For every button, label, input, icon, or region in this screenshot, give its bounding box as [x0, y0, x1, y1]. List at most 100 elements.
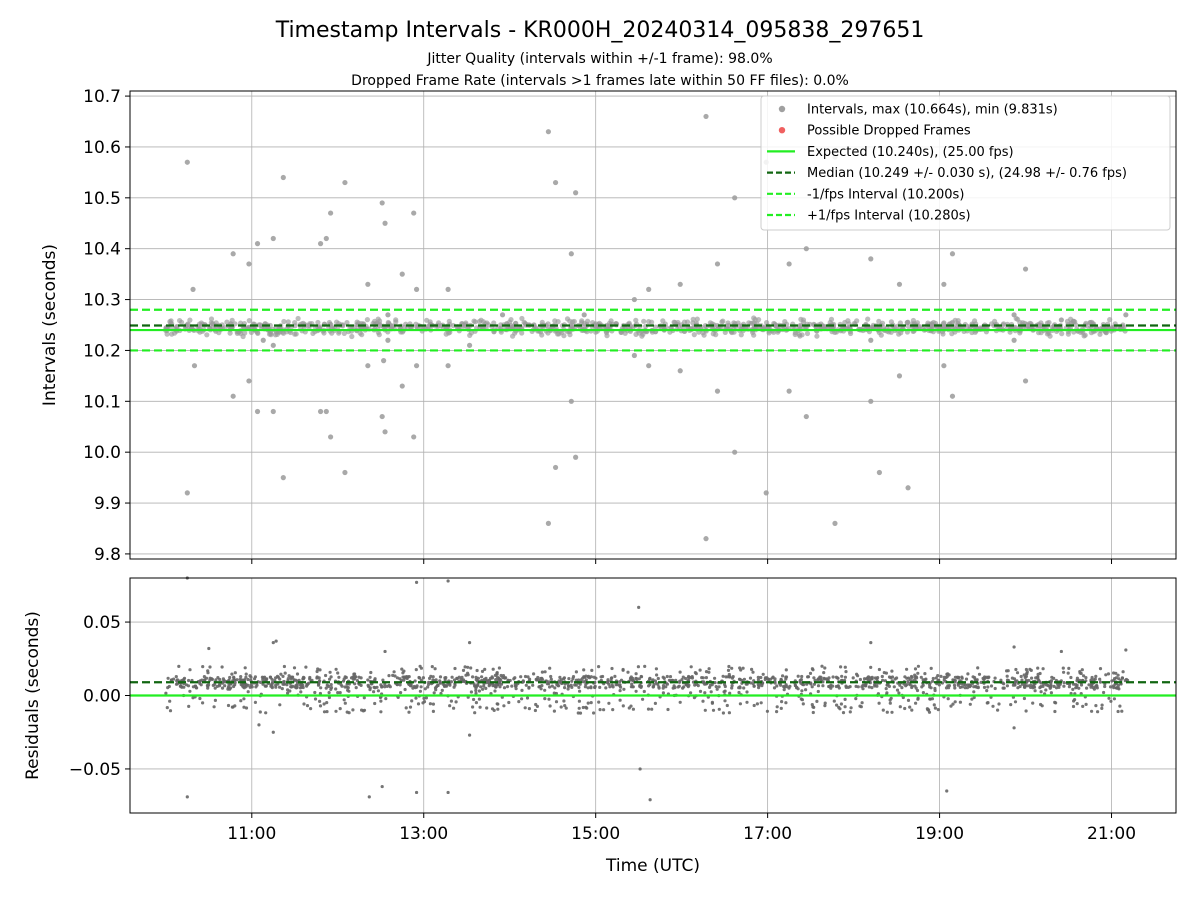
interval-point	[969, 684, 973, 688]
interval-point	[195, 686, 199, 690]
interval-point	[258, 710, 262, 714]
interval-point	[1041, 667, 1045, 671]
interval-point	[865, 316, 871, 322]
interval-point	[678, 700, 682, 704]
interval-point	[570, 319, 576, 325]
outlier-point	[803, 246, 809, 252]
interval-point	[326, 319, 332, 326]
interval-point	[373, 678, 377, 682]
interval-point	[548, 666, 552, 670]
interval-point	[610, 666, 614, 671]
interval-point	[796, 674, 800, 678]
interval-point	[1054, 686, 1059, 690]
interval-point	[324, 673, 328, 678]
interval-point	[278, 703, 282, 707]
interval-point	[449, 699, 453, 703]
interval-point	[1053, 700, 1057, 705]
x-tick-label: 17:00	[743, 824, 792, 844]
interval-point	[604, 333, 610, 339]
interval-point	[399, 691, 403, 695]
interval-point	[785, 685, 789, 689]
interval-point	[414, 696, 418, 700]
interval-point	[1056, 683, 1060, 687]
interval-point	[880, 324, 887, 330]
interval-point	[626, 670, 630, 674]
outlier-point	[413, 363, 420, 369]
interval-point	[654, 667, 659, 671]
interval-point	[418, 664, 422, 668]
interval-point	[443, 676, 447, 680]
interval-point	[815, 699, 819, 704]
interval-point	[285, 319, 291, 325]
interval-point	[1067, 685, 1071, 689]
interval-point	[686, 675, 691, 680]
outlier-point	[876, 469, 882, 476]
interval-point	[848, 685, 852, 689]
interval-point	[884, 687, 888, 691]
interval-point	[890, 710, 894, 714]
interval-point	[723, 682, 727, 687]
interval-point	[477, 697, 481, 701]
interval-point	[305, 684, 309, 688]
y-tick-label: 10.7	[83, 87, 121, 107]
outlier-point	[381, 358, 387, 364]
interval-point	[756, 678, 761, 682]
interval-point	[796, 332, 803, 338]
interval-point	[329, 687, 333, 692]
interval-point	[1093, 677, 1097, 681]
interval-point	[898, 705, 902, 709]
interval-point	[672, 319, 678, 326]
interval-point	[914, 701, 918, 705]
interval-point	[543, 670, 547, 674]
interval-point	[701, 332, 707, 338]
interval-point	[630, 682, 634, 686]
interval-point	[539, 332, 545, 338]
interval-point	[334, 667, 338, 671]
interval-point	[1069, 675, 1073, 680]
interval-point	[738, 332, 744, 338]
interval-point	[614, 683, 618, 687]
interval-point	[264, 684, 268, 688]
interval-point	[635, 677, 639, 681]
outlier-point	[274, 639, 278, 643]
outlier-point	[638, 767, 642, 771]
interval-point	[327, 691, 331, 695]
interval-point	[248, 685, 252, 689]
outlier-point	[230, 393, 236, 399]
interval-point	[947, 684, 952, 688]
interval-point	[526, 675, 530, 679]
outlier-point	[1059, 649, 1063, 654]
interval-point	[393, 319, 399, 325]
interval-point	[1078, 671, 1082, 675]
interval-point	[639, 675, 644, 679]
interval-point	[248, 674, 252, 678]
interval-point	[1029, 685, 1033, 690]
interval-point	[410, 699, 414, 703]
interval-point	[174, 675, 178, 679]
interval-point	[369, 670, 373, 675]
interval-point	[424, 696, 428, 700]
interval-point	[579, 678, 583, 682]
interval-point	[1046, 319, 1052, 326]
outlier-point	[631, 296, 637, 303]
interval-point	[880, 674, 884, 679]
interval-point	[593, 685, 597, 690]
interval-point	[563, 704, 567, 708]
outlier-point	[499, 312, 506, 318]
interval-point	[759, 701, 763, 705]
interval-point	[870, 686, 874, 690]
interval-point	[704, 676, 709, 680]
interval-point	[1005, 684, 1010, 688]
interval-point	[455, 677, 459, 681]
interval-point	[226, 686, 230, 690]
outlier-point	[568, 251, 574, 257]
interval-point	[810, 685, 814, 689]
interval-point	[1075, 702, 1079, 706]
interval-point	[1090, 709, 1094, 713]
interval-point	[931, 676, 935, 681]
y-tick-label: 9.9	[94, 494, 121, 514]
outlier-point	[703, 113, 709, 120]
interval-point	[1057, 685, 1061, 690]
interval-point	[694, 672, 698, 676]
interval-point	[368, 686, 372, 690]
